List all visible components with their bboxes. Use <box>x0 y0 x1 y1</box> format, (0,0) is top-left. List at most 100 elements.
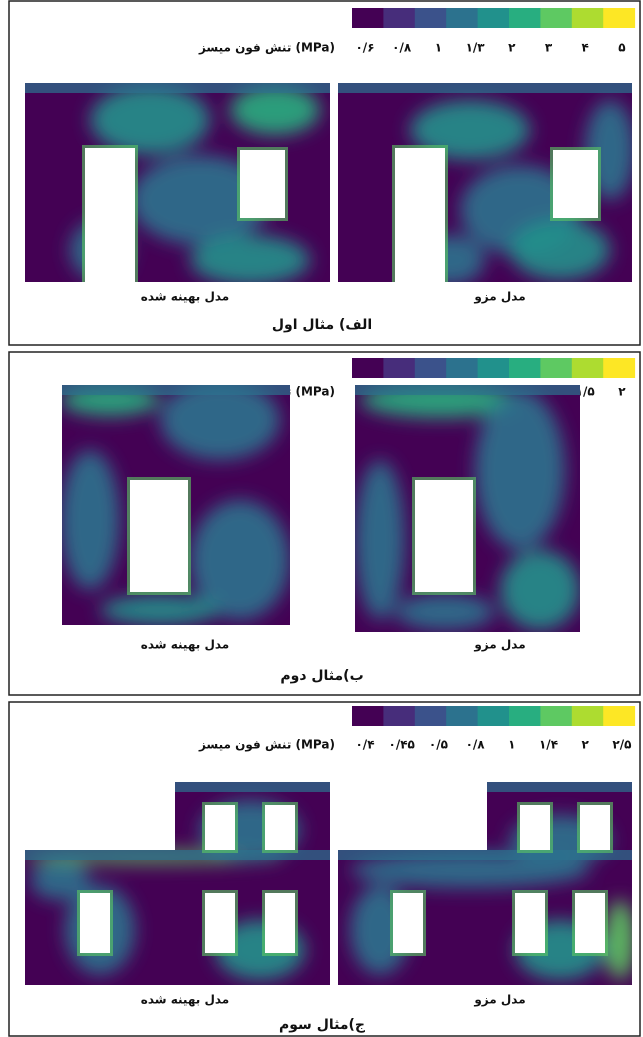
colorbar-label: ۱/۴ <box>539 738 558 752</box>
colorbar-swatch <box>352 358 384 378</box>
opening <box>575 893 605 953</box>
colorbar-label: ۱ <box>508 738 515 752</box>
model-label: مدل مزو <box>473 290 525 305</box>
colorbar-label: ۰/۵ <box>429 738 448 752</box>
opening <box>580 805 610 850</box>
colorbar-title: تنش فون میسز (MPa) <box>198 41 335 56</box>
stress-zone <box>500 550 580 630</box>
colorbar-label: ۳ <box>545 41 553 55</box>
colorbar-swatch <box>446 358 478 378</box>
model-label: مدل بهینه شده <box>141 290 229 304</box>
stress-zone <box>90 85 210 155</box>
contour-body <box>355 382 580 632</box>
stress-contour <box>355 382 580 632</box>
colorbar-label: ۰/۴۵ <box>389 738 415 752</box>
model-label: مدل بهینه شده <box>141 638 229 652</box>
colorbar-swatch <box>509 8 541 28</box>
colorbar-swatch <box>540 706 572 726</box>
top-band <box>62 385 290 395</box>
panel-caption: ب)مثال دوم <box>280 668 363 684</box>
model-label: مدل بهینه شده <box>141 993 229 1007</box>
colorbar-swatch <box>603 358 635 378</box>
opening <box>515 893 545 953</box>
colorbar-swatch <box>603 706 635 726</box>
colorbar-swatch <box>478 8 510 28</box>
colorbar-label: ۵ <box>618 41 625 55</box>
opening <box>85 148 135 282</box>
colorbar-label: ۲ <box>508 41 516 55</box>
colorbar-swatch <box>352 706 384 726</box>
opening <box>393 893 423 953</box>
stress-zone <box>475 390 565 550</box>
stress-zone <box>60 450 120 590</box>
colorbar-swatch <box>415 8 447 28</box>
opening <box>265 805 295 850</box>
contour-body <box>60 380 290 625</box>
colorbar-label: ۰/۸ <box>392 41 412 55</box>
colorbar-swatch <box>509 358 541 378</box>
opening <box>395 148 445 282</box>
colorbar-swatch <box>509 706 541 726</box>
opening <box>265 893 295 953</box>
colorbar-swatch <box>603 8 635 28</box>
page: {"panels": [ {"colorbar_title": "تنش فون… <box>0 0 643 1037</box>
contour-body <box>338 782 635 985</box>
colorbar-swatch <box>478 358 510 378</box>
stress-zone <box>190 235 310 285</box>
opening <box>553 150 598 218</box>
panel-caption: ج)مثال سوم <box>279 1017 366 1033</box>
colorbar-label: ۲ <box>618 385 626 399</box>
stress-contour <box>25 83 330 285</box>
figure: ۰/۶ ۰/۸ ۱ ۱/۳ ۲ ۳ ۴ ۵ تنش فون میسز (MPa) مدل بهین… <box>0 0 643 1037</box>
stress-contour <box>338 782 635 985</box>
colorbar-title: تنش فون میسز (MPa) <box>198 738 335 753</box>
colorbar-label: ۲/۵ <box>612 738 631 752</box>
top-band <box>355 385 580 395</box>
top-band <box>175 782 330 792</box>
colorbar-swatch <box>415 706 447 726</box>
colorbar-label: ۰/۸ <box>466 738 486 752</box>
top-band <box>25 83 330 93</box>
opening <box>80 893 110 953</box>
opening <box>130 480 188 592</box>
top-band <box>487 782 632 792</box>
colorbar-label: ۱ <box>435 41 442 55</box>
stress-zone <box>100 595 220 625</box>
colorbar-label: ۲ <box>582 738 590 752</box>
stress-zone <box>510 220 610 280</box>
contour-body <box>338 83 635 285</box>
colorbar-swatch <box>540 358 572 378</box>
colorbar-label: ۰/۶ <box>355 41 374 55</box>
model-label: مدل مزو <box>473 993 525 1008</box>
colorbar-label: ۱/۳ <box>466 41 486 55</box>
contour-body <box>25 83 330 285</box>
stress-contour <box>20 782 330 985</box>
colorbar-swatch <box>572 358 604 378</box>
stress-zone <box>395 594 495 630</box>
colorbar-swatch <box>383 358 415 378</box>
opening <box>415 480 473 592</box>
stress-contour <box>338 83 635 285</box>
panel-caption: الف) مثال اول <box>272 317 372 333</box>
opening <box>240 150 285 218</box>
colorbar-label: ۴ <box>582 41 589 55</box>
colorbar-swatch <box>352 8 384 28</box>
colorbar-swatch <box>540 8 572 28</box>
colorbar-swatch <box>478 706 510 726</box>
stress-zone <box>605 900 635 980</box>
colorbar-swatch <box>446 706 478 726</box>
opening <box>520 805 550 850</box>
colorbar-swatch <box>446 8 478 28</box>
colorbar-swatch <box>383 8 415 28</box>
colorbar-swatch <box>572 8 604 28</box>
opening <box>205 893 235 953</box>
top-band <box>338 83 632 93</box>
colorbar-swatch <box>415 358 447 378</box>
colorbar-swatch <box>572 706 604 726</box>
stress-contour <box>60 380 290 625</box>
model-label: مدل مزو <box>473 638 525 653</box>
contour-body <box>20 782 330 985</box>
opening <box>205 805 235 850</box>
colorbar-swatch <box>383 706 415 726</box>
colorbar-label: ۰/۴ <box>355 738 374 752</box>
